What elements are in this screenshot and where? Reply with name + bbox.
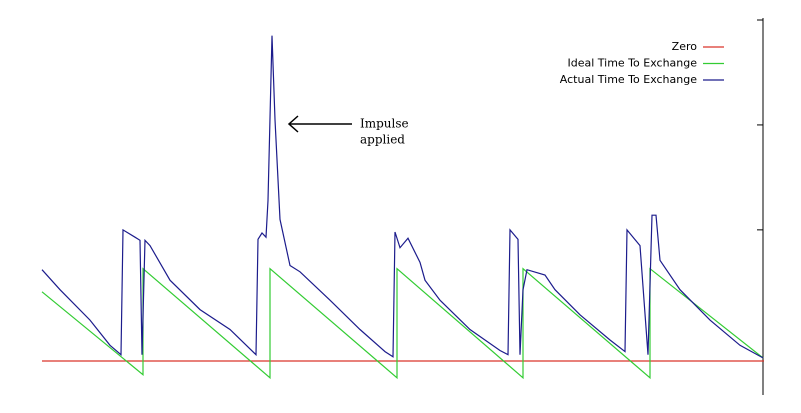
series-line <box>41 35 764 359</box>
legend-label: Actual Time To Exchange <box>560 73 697 86</box>
annotation: applied <box>360 133 405 147</box>
annotation: Impulse <box>360 117 409 131</box>
legend-label: Ideal Time To Exchange <box>567 57 697 70</box>
annotation-arrowhead <box>287 115 299 133</box>
series-line <box>41 267 764 380</box>
legend-label: Zero <box>672 40 698 53</box>
